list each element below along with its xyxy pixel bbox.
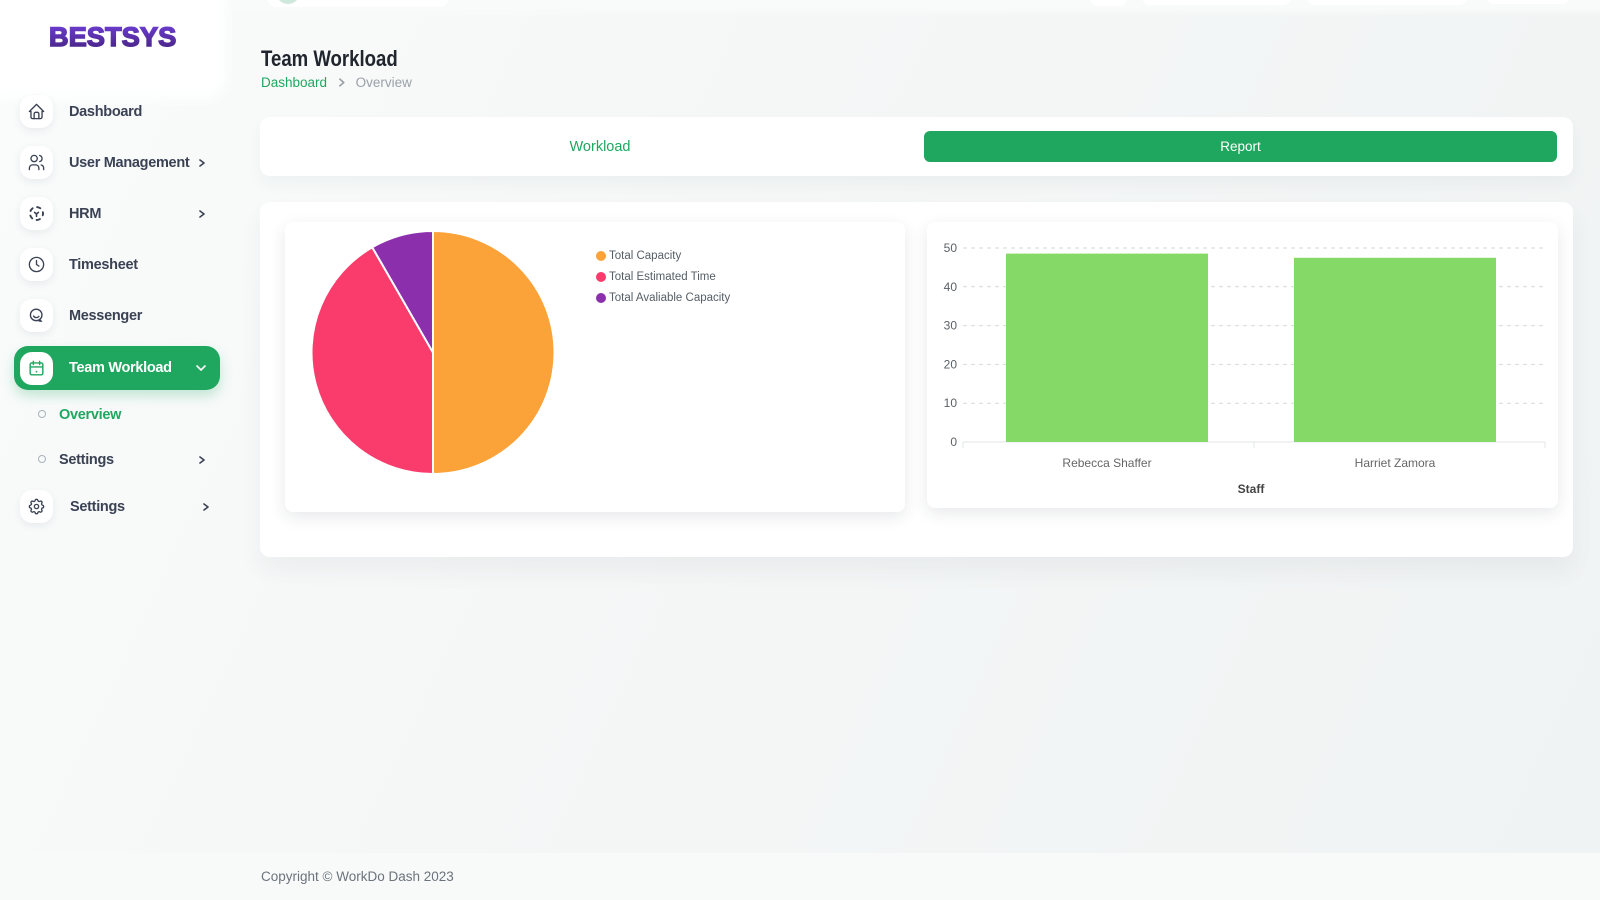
svg-text:10: 10 <box>944 396 958 410</box>
svg-text:50: 50 <box>944 241 958 255</box>
svg-text:Rebecca Shaffer: Rebecca Shaffer <box>1062 456 1151 470</box>
svg-text:30: 30 <box>944 319 958 333</box>
svg-text:40: 40 <box>944 280 958 294</box>
svg-text:20: 20 <box>944 357 958 371</box>
svg-text:Harriet Zamora: Harriet Zamora <box>1355 456 1436 470</box>
svg-text:Staff: Staff <box>1238 482 1266 496</box>
svg-text:0: 0 <box>950 435 957 449</box>
svg-text:BESTSYS: BESTSYS <box>49 22 176 52</box>
